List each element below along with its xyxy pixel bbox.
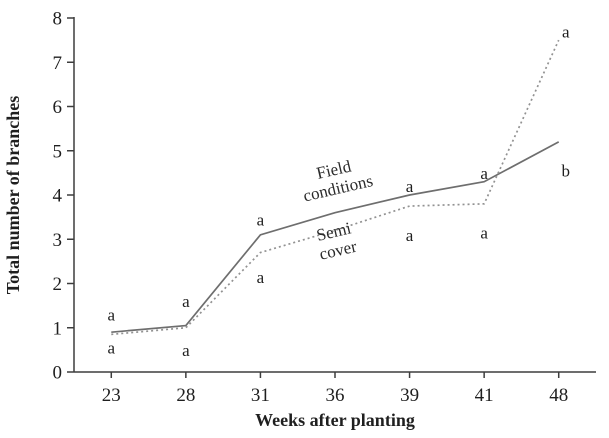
significance-letter: a	[182, 292, 190, 311]
significance-letter: a	[257, 268, 265, 287]
y-axis-title: Total number of branches	[3, 96, 23, 295]
y-tick-label: 3	[53, 230, 63, 251]
significance-letter: a	[182, 341, 190, 360]
y-tick-label: 6	[53, 97, 63, 118]
y-tick-label: 0	[53, 363, 63, 384]
y-tick-label: 2	[53, 274, 63, 295]
significance-letter: a	[562, 22, 570, 41]
significance-letter: a	[257, 210, 265, 229]
x-tick-label: 36	[326, 385, 345, 406]
y-tick-label: 4	[53, 186, 63, 207]
significance-letter: a	[108, 339, 116, 358]
x-axis-title: Weeks after planting	[255, 410, 415, 430]
significance-letter: a	[406, 226, 414, 245]
y-tick-label: 5	[53, 141, 63, 162]
x-tick-label: 48	[549, 385, 568, 406]
series-inline-label: Fieldconditions	[297, 153, 375, 206]
significance-letter: b	[561, 162, 570, 181]
series-line-field-conditions	[111, 141, 560, 334]
significance-letter: a	[406, 177, 414, 196]
y-tick-label: 1	[53, 318, 63, 339]
x-tick-label: 23	[102, 385, 121, 406]
series-line-semi-cover	[111, 39, 560, 336]
significance-letter: a	[480, 224, 488, 243]
x-tick-label: 41	[475, 385, 494, 406]
x-tick-label: 28	[176, 385, 195, 406]
x-tick-label: 31	[251, 385, 270, 406]
significance-letter: a	[480, 164, 488, 183]
series-inline-label: Semicover	[313, 218, 359, 264]
y-tick-label: 7	[53, 53, 63, 74]
y-tick-label: 8	[53, 9, 63, 30]
significance-letter: a	[108, 305, 116, 324]
x-tick-label: 39	[400, 385, 419, 406]
